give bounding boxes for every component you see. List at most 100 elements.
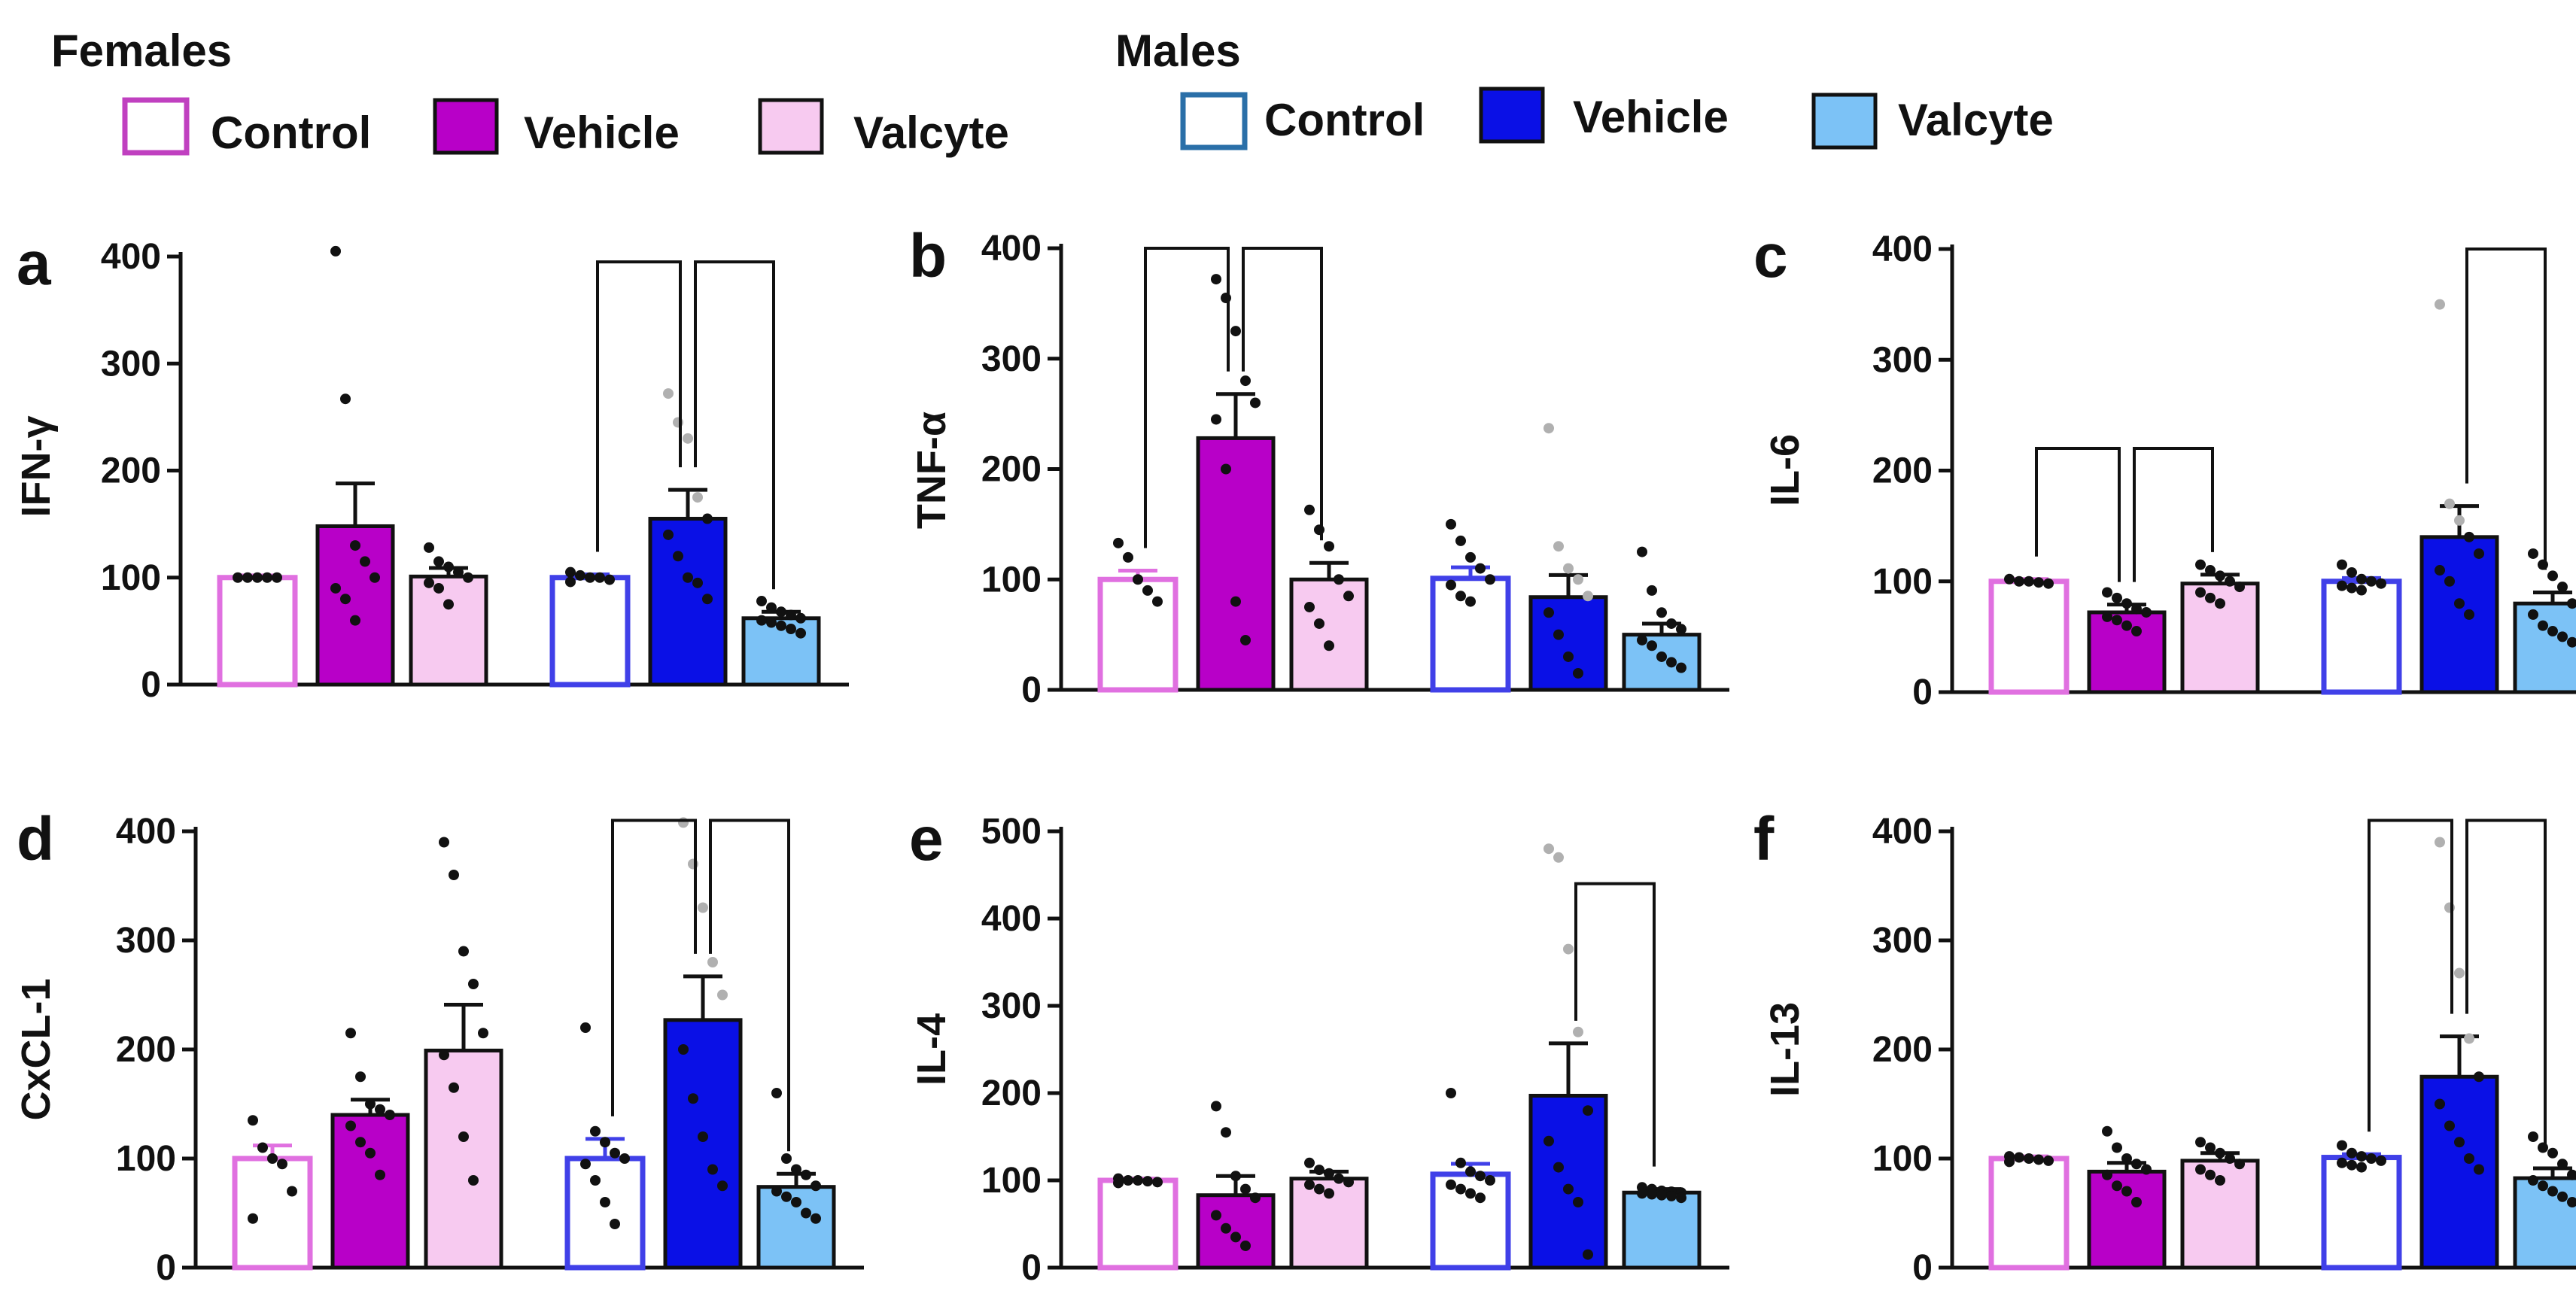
data-point-male-vehicle [1573,1197,1583,1207]
data-point-male-control [580,1159,591,1170]
y-tick-label: 300 [116,921,176,961]
panel-letter: c [1753,222,1788,290]
data-point-female-control [1123,1175,1133,1186]
data-point-female-vehicle [1230,326,1241,337]
data-point-male-vehicle [1553,541,1564,552]
data-point-female-valcyte [439,1049,449,1061]
data-point-female-valcyte [2215,1147,2225,1159]
data-point-female-control [267,1153,278,1164]
data-point-male-control [585,572,595,583]
bar-female-valcyte [1289,577,1369,692]
data-point-male-vehicle [692,577,703,588]
data-point-female-vehicle [2102,1125,2112,1137]
data-point-male-control [2346,566,2357,578]
data-point-male-vehicle [2435,565,2445,576]
significance-bracket [2035,447,2121,582]
data-point-female-vehicle [1221,1127,1231,1138]
data-point-female-control [277,1159,287,1170]
data-point-female-vehicle [345,1120,356,1131]
data-point-male-vehicle [2454,598,2465,609]
data-point-male-vehicle [2444,576,2455,587]
data-point-female-control [233,572,243,583]
data-point-male-control [610,1147,620,1159]
data-point-male-vehicle [2464,531,2474,542]
data-point-female-valcyte [433,582,444,594]
data-point-male-valcyte [1676,662,1686,673]
data-point-male-valcyte [771,1186,782,1197]
data-point-female-vehicle [1221,1222,1231,1234]
data-point-male-valcyte [2557,582,2568,593]
data-point-female-valcyte [2205,1169,2216,1180]
data-point-female-vehicle [340,393,351,405]
data-point-female-valcyte [2195,1164,2206,1175]
data-point-female-control [1152,596,1163,607]
data-point-male-vehicle [1583,1105,1593,1116]
data-point-female-vehicle [1240,1183,1251,1195]
data-point-female-valcyte [1343,591,1354,602]
data-point-female-vehicle [2112,1180,2122,1192]
data-point-male-valcyte [791,1197,801,1207]
y-tick-label: 0 [156,1248,176,1288]
data-point-female-control [1142,585,1153,596]
data-point-female-valcyte [1314,1165,1324,1176]
data-point-female-vehicle [2121,1186,2132,1197]
data-point-male-control [2346,582,2357,594]
data-point-female-valcyte [458,946,469,957]
significance-bracket [2133,447,2214,582]
data-point-male-valcyte [2528,1131,2538,1142]
data-point-male-control [610,1219,620,1229]
data-point-female-vehicle [2131,626,2142,637]
data-point-female-valcyte [1334,574,1344,585]
data-point-male-vehicle [717,989,728,1001]
y-tick-label: 100 [1872,562,1933,602]
data-point-female-valcyte [2205,1142,2216,1153]
data-point-male-valcyte [771,1088,782,1098]
data-point-male-vehicle [1563,943,1574,955]
data-point-female-control [257,1142,268,1153]
data-point-male-valcyte [2557,1191,2568,1202]
data-point-female-vehicle [1240,1241,1251,1251]
data-point-male-control [590,1175,601,1186]
data-point-female-vehicle [2131,1197,2142,1207]
data-point-male-control [565,576,576,588]
data-point-male-vehicle [2454,967,2465,979]
data-point-male-vehicle [1553,629,1564,640]
data-point-female-vehicle [345,1028,356,1039]
data-point-male-control [595,572,605,583]
data-point-female-valcyte [433,556,444,567]
data-point-female-vehicle [370,572,380,583]
data-point-female-valcyte [2234,582,2245,593]
data-point-female-vehicle [2131,603,2142,615]
data-point-female-control [287,1186,297,1197]
data-point-male-valcyte [2547,570,2558,582]
data-point-female-valcyte [443,561,454,572]
data-point-female-valcyte [1324,640,1334,651]
data-point-female-vehicle [2141,1164,2152,1175]
data-point-male-valcyte [2547,626,2558,637]
data-point-male-vehicle [1573,667,1583,679]
data-point-male-valcyte [795,612,806,624]
data-point-female-vehicle [350,540,360,551]
legend-label-male-valcyte: Valcyte [1898,95,2054,145]
significance-bracket [709,819,790,1152]
data-point-male-valcyte [801,1207,811,1219]
data-point-male-valcyte [2567,1197,2576,1207]
data-point-male-control [2346,1159,2357,1171]
bar-male-valcyte [1622,1190,1702,1270]
data-point-female-control [2024,1153,2034,1164]
data-point-male-valcyte [756,615,767,626]
bar-male-control [2321,1155,2402,1271]
data-point-male-valcyte [2528,548,2538,559]
y-tick-label: 400 [116,812,176,852]
data-point-female-control [1152,1177,1163,1188]
data-point-female-valcyte [2225,576,2235,587]
data-point-male-valcyte [1676,624,1686,635]
data-point-female-vehicle [1230,1171,1241,1182]
bar-female-vehicle [1196,1193,1276,1270]
data-point-female-valcyte [2205,592,2216,603]
y-axis-label: IFN-γ [14,416,59,518]
data-point-female-vehicle [355,1071,366,1083]
data-point-male-valcyte [776,620,786,631]
data-point-female-vehicle [1221,463,1231,475]
